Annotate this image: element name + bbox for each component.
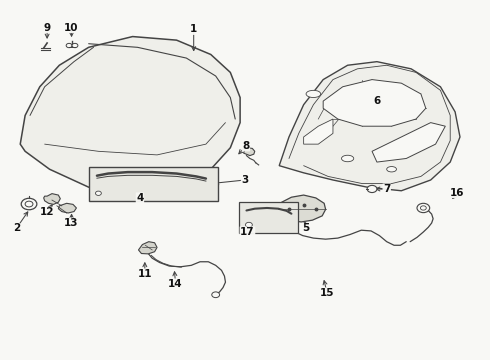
Text: 5: 5 bbox=[302, 224, 310, 233]
Text: 16: 16 bbox=[450, 188, 465, 198]
Polygon shape bbox=[44, 194, 60, 204]
Ellipse shape bbox=[387, 167, 396, 172]
Circle shape bbox=[21, 198, 37, 210]
Text: 8: 8 bbox=[243, 141, 249, 151]
Text: 12: 12 bbox=[40, 207, 54, 217]
Text: 11: 11 bbox=[138, 269, 152, 279]
Circle shape bbox=[25, 201, 33, 207]
Polygon shape bbox=[279, 62, 460, 191]
Text: 3: 3 bbox=[242, 175, 248, 185]
Circle shape bbox=[417, 203, 430, 213]
Text: 7: 7 bbox=[383, 184, 391, 194]
Text: 14: 14 bbox=[168, 279, 183, 289]
FancyBboxPatch shape bbox=[239, 202, 298, 233]
Polygon shape bbox=[244, 148, 255, 156]
Polygon shape bbox=[372, 123, 445, 162]
Text: 13: 13 bbox=[64, 218, 79, 228]
FancyBboxPatch shape bbox=[89, 167, 218, 201]
Text: 4: 4 bbox=[136, 193, 144, 203]
Text: 15: 15 bbox=[320, 288, 334, 298]
Ellipse shape bbox=[342, 155, 354, 162]
Circle shape bbox=[66, 43, 72, 48]
Text: 17: 17 bbox=[240, 227, 255, 237]
Polygon shape bbox=[139, 242, 157, 254]
Circle shape bbox=[420, 206, 426, 210]
Text: 9: 9 bbox=[44, 23, 50, 33]
Circle shape bbox=[212, 292, 220, 298]
Circle shape bbox=[96, 191, 101, 195]
Text: 1: 1 bbox=[190, 24, 197, 35]
Text: 10: 10 bbox=[64, 23, 79, 33]
Polygon shape bbox=[20, 37, 240, 191]
Polygon shape bbox=[323, 80, 426, 126]
Circle shape bbox=[245, 222, 252, 227]
Polygon shape bbox=[274, 195, 326, 222]
Text: 2: 2 bbox=[13, 224, 20, 233]
Circle shape bbox=[367, 185, 377, 193]
Text: 6: 6 bbox=[373, 96, 381, 106]
Polygon shape bbox=[58, 203, 76, 213]
Ellipse shape bbox=[306, 90, 321, 98]
Polygon shape bbox=[304, 119, 333, 144]
Circle shape bbox=[72, 43, 78, 48]
